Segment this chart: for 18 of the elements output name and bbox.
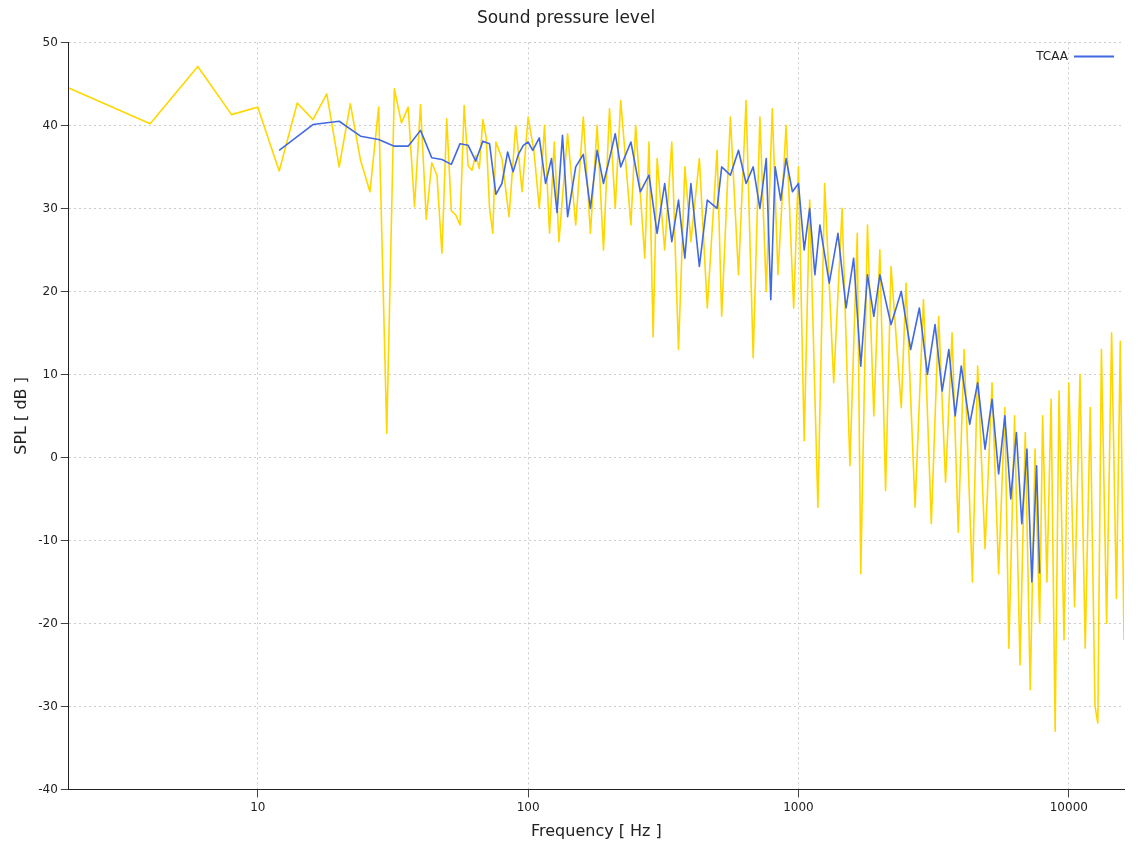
- x-axis-title: Frequency [ Hz ]: [530, 820, 662, 840]
- y-tick-label: -40: [38, 781, 58, 796]
- y-tick-label: 30: [42, 200, 58, 215]
- y-tick-label: 10: [42, 366, 58, 381]
- x-tick-label: 10000: [1049, 799, 1088, 814]
- y-tick-label: 40: [42, 117, 58, 132]
- x-tick-label: 10: [250, 799, 266, 814]
- y-tick-label: -20: [38, 615, 58, 630]
- y-tick-label: -10: [38, 532, 58, 547]
- y-tick-label: 0: [50, 449, 58, 464]
- x-tick-label: 1000: [783, 799, 814, 814]
- x-tick-label: 100: [516, 799, 540, 814]
- y-tick-label: -30: [38, 698, 58, 713]
- y-axis-title: SPL [ dB ]: [10, 377, 30, 455]
- y-tick-label: 20: [42, 283, 58, 298]
- legend-label: TCAA: [1035, 48, 1069, 63]
- y-tick-label: 50: [42, 34, 58, 49]
- chart-title: Sound pressure level: [476, 6, 656, 27]
